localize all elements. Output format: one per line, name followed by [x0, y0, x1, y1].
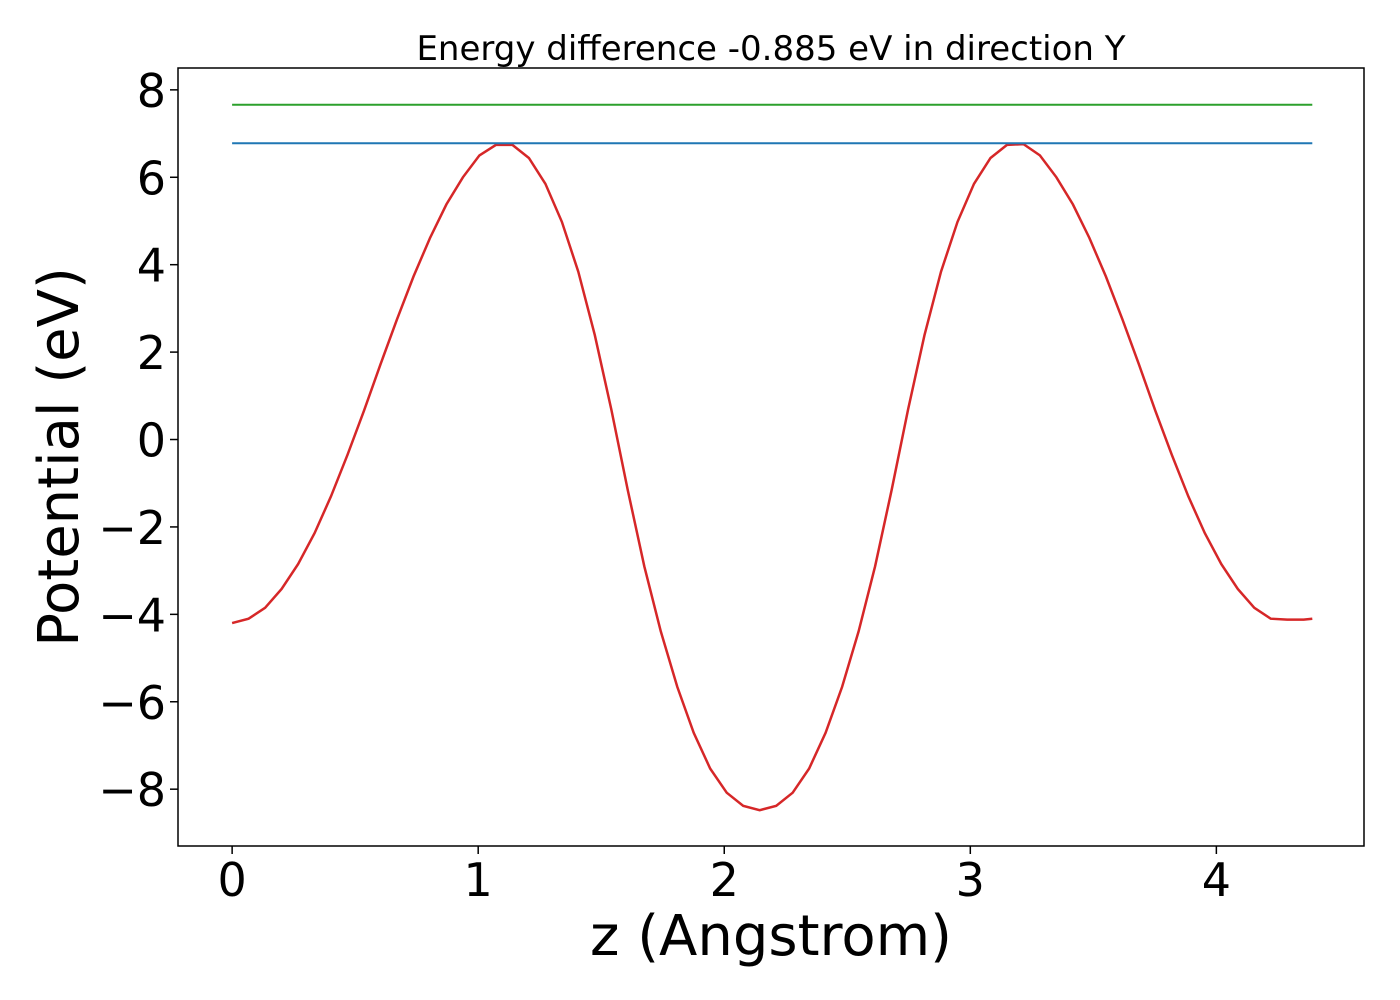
y-tick-label: −8: [98, 763, 166, 817]
y-tick-label: 2: [137, 326, 166, 380]
y-tick-label: 0: [137, 414, 166, 468]
y-tick-label: 8: [137, 64, 166, 118]
y-tick-label: −2: [98, 501, 166, 555]
y-tick-label: −4: [98, 588, 166, 642]
x-tick-label: 2: [710, 853, 739, 907]
y-tick-label: −6: [98, 676, 166, 730]
y-tick-label: 6: [137, 151, 166, 205]
chart-title: Energy difference -0.885 eV in direction…: [416, 29, 1125, 69]
y-axis-label: Potential (eV): [27, 267, 92, 647]
y-tick-label: 4: [137, 239, 166, 293]
plot-area: [231, 103, 1313, 812]
y-axis: 8 6 4 2 0 −2 −4 −6 −8: [98, 64, 178, 817]
x-tick-label: 3: [956, 853, 985, 907]
plot-frame: [177, 67, 1365, 847]
x-tick-label: 4: [1202, 853, 1231, 907]
x-tick-label: 0: [217, 853, 246, 907]
series-line-0: [231, 142, 1313, 812]
x-axis: 0 1 2 3 4: [217, 846, 1231, 907]
x-tick-label: 1: [464, 853, 493, 907]
x-axis-label: z (Angstrom): [590, 904, 952, 969]
